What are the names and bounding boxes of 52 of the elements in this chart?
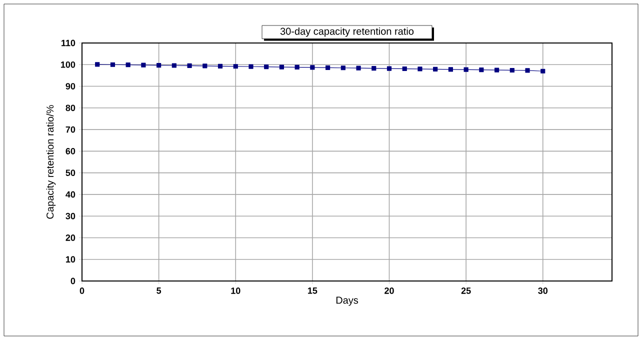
point [510, 68, 514, 73]
x-tick-label: 30 [538, 288, 548, 294]
point [233, 64, 238, 69]
point [386, 66, 392, 71]
point [540, 68, 546, 74]
point [402, 66, 407, 72]
point [340, 66, 346, 70]
y-tick-label: 40 [66, 191, 76, 198]
x-tick-label: 15 [308, 288, 318, 294]
point [294, 64, 300, 70]
y-tick-label: 110 [62, 40, 76, 46]
y-tick-label: 100 [61, 61, 76, 68]
x-axis-title: Days [336, 296, 358, 306]
point [218, 64, 223, 68]
point [156, 62, 162, 68]
point [418, 66, 422, 72]
y-tick-label: 30 [66, 212, 76, 220]
point [494, 68, 500, 72]
y-tick-label: 10 [66, 256, 76, 263]
point [126, 62, 130, 68]
y-tick-label: 20 [66, 234, 76, 241]
y-tick-label: 90 [66, 83, 76, 90]
y-axis-title: Capacity retention ratio/% [46, 105, 56, 219]
point [479, 68, 484, 72]
x-tick-label: 25 [461, 288, 471, 294]
point [110, 62, 116, 67]
x-tick-label: 10 [231, 288, 240, 294]
point [372, 66, 376, 71]
point [172, 63, 176, 68]
point [279, 64, 284, 70]
point [141, 62, 146, 68]
point [356, 66, 361, 70]
y-tick-label: 60 [66, 148, 76, 154]
point [248, 64, 254, 69]
point [464, 67, 468, 72]
point [525, 68, 530, 73]
y-tick-label: 0 [70, 278, 76, 284]
point [187, 63, 192, 68]
x-tick-label: 20 [384, 288, 394, 294]
point [264, 64, 269, 70]
point [448, 67, 454, 72]
y-tick-label: 50 [66, 170, 76, 176]
x-tick-label: 5 [156, 288, 162, 294]
chart-title: 30-day capacity retention ratio [280, 27, 414, 37]
point [310, 65, 315, 70]
x-tick-label: 0 [80, 288, 84, 294]
point [202, 64, 208, 68]
y-tick-label: 80 [66, 104, 76, 112]
point [433, 66, 438, 72]
point [95, 62, 100, 67]
point [326, 65, 330, 70]
y-tick-label: 70 [66, 126, 76, 133]
